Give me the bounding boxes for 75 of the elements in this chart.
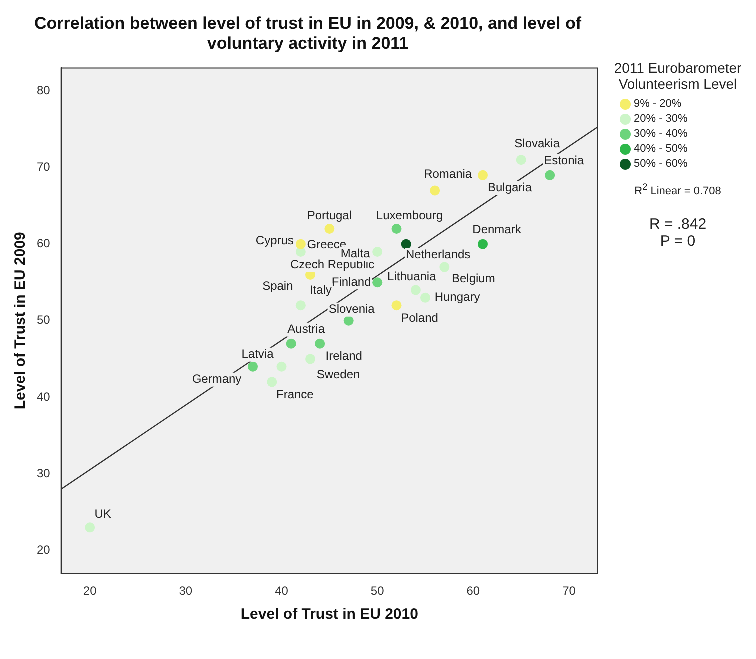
- annotation: Estonia: [544, 154, 584, 168]
- point: [372, 278, 383, 288]
- x-tick-label: 30: [179, 584, 193, 598]
- annotation: Denmark: [472, 222, 522, 237]
- point: [478, 170, 488, 180]
- legend-label: 20% - 30%: [634, 113, 688, 125]
- x-axis-title: Level of Trust in EU 2010: [240, 606, 418, 624]
- point: [344, 316, 354, 326]
- annotation: Czech Republic: [290, 257, 375, 272]
- annotation: Finland: [332, 274, 372, 289]
- point: [440, 262, 450, 272]
- point: [420, 292, 431, 303]
- y-tick-label: 20: [36, 542, 51, 557]
- legend-label: 30% - 40%: [634, 128, 688, 140]
- point: [516, 155, 526, 166]
- annotation: Slovenia: [328, 302, 376, 316]
- legend-label: 9% - 20%: [634, 98, 682, 110]
- point: [410, 285, 421, 296]
- point: [545, 170, 556, 180]
- y-tick-label: 60: [36, 236, 51, 251]
- annotation: Bulgaria: [488, 180, 532, 195]
- text: R = .842: [648, 216, 708, 233]
- annotation: Germany: [192, 372, 242, 386]
- point: [401, 239, 412, 250]
- annotation: Italy: [310, 282, 332, 297]
- x-tick-label: 50: [370, 584, 385, 598]
- annotation: Latvia: [242, 347, 274, 362]
- point: [392, 224, 402, 234]
- y-tick-label: 70: [36, 160, 51, 174]
- annotation: UK: [94, 506, 112, 521]
- point: [267, 377, 278, 388]
- annotation: Belgium: [452, 272, 496, 286]
- annotation: Hungary: [434, 290, 480, 304]
- annotation: Spain: [262, 278, 294, 293]
- y-tick-label: 50: [36, 313, 51, 328]
- point: [315, 338, 326, 349]
- chart-title: Correlation between level of trust in EU in 2009, & 2010, and level of voluntary activity in 2011: [34, 14, 582, 54]
- x-tick-label: 70: [562, 584, 576, 598]
- text: P = 0: [659, 232, 697, 250]
- annotation: Slovakia: [514, 136, 560, 150]
- legend-label: 50% - 60%: [634, 158, 688, 170]
- annotation: Lithuania: [388, 270, 437, 284]
- point: [478, 239, 488, 250]
- y-tick-label: 30: [36, 466, 51, 480]
- annotation: Ireland: [326, 349, 362, 364]
- annotation: Cyprus: [256, 234, 294, 248]
- text: R$^{2}$ Linear = 0.708: [634, 182, 722, 198]
- annotation: Luxembourg: [376, 208, 444, 222]
- point: [286, 338, 296, 349]
- annotation: France: [276, 387, 314, 402]
- annotation: Austria: [288, 322, 326, 336]
- legend-label: 40% - 50%: [634, 143, 688, 155]
- annotation: Malta: [340, 246, 371, 260]
- point: [306, 354, 316, 364]
- point: [296, 239, 306, 250]
- annotation: Netherlands: [406, 248, 471, 262]
- x-tick-label: 20: [83, 584, 98, 598]
- point: [392, 300, 402, 311]
- x-tick-label: 40: [275, 584, 289, 598]
- point: [430, 186, 440, 196]
- annotation: Sweden: [316, 368, 360, 382]
- point: [296, 300, 306, 311]
- point: [372, 246, 383, 257]
- annotation: Romania: [424, 167, 472, 182]
- annotation: Poland: [401, 310, 438, 325]
- legend-title: 2011 Eurobarometer Volunteerism Level: [613, 60, 743, 92]
- point: [324, 224, 335, 234]
- annotation: Portugal: [307, 208, 352, 222]
- point: [85, 522, 96, 533]
- y-tick-label: 80: [36, 83, 51, 98]
- y-tick-label: 40: [36, 390, 51, 404]
- y-axis-title: Level of Trust in EU 2009: [12, 232, 30, 410]
- x-tick-label: 60: [466, 584, 480, 598]
- point: [276, 362, 287, 372]
- point: [248, 362, 258, 372]
